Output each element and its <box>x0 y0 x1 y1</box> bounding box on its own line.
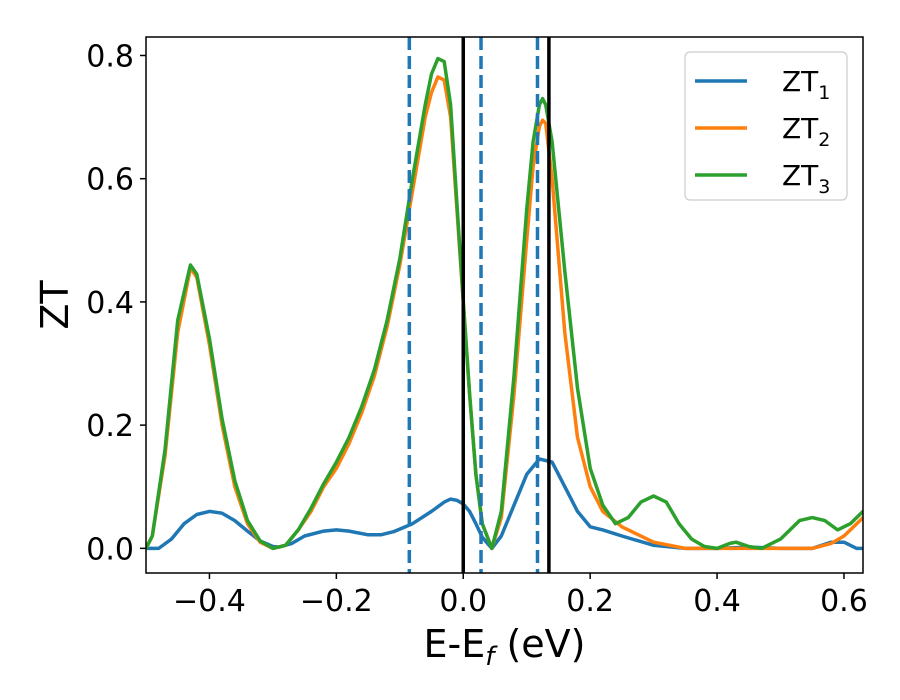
legend-label-2: ZT2 <box>782 112 830 151</box>
x-tick-label: −0.4 <box>173 584 246 619</box>
plot-frame <box>145 36 864 574</box>
legend-label-3: ZT3 <box>782 159 830 198</box>
tick-layer: −0.4 −0.2 0.0 0.2 0.4 0.6 0.0 0.2 0.4 0.6 0.8 <box>86 39 868 619</box>
legend-box <box>684 51 848 201</box>
x-tick-label: −0.2 <box>300 584 373 619</box>
y-tick-label: 0.2 <box>86 409 134 444</box>
x-tick-label: 0.2 <box>566 584 614 619</box>
y-tick-label: 0.4 <box>86 286 134 321</box>
y-tick-label: 0.8 <box>86 39 134 74</box>
x-tick-label: 0.6 <box>820 584 868 619</box>
y-axis-label: ZT <box>33 280 77 330</box>
legend-label-1: ZT1 <box>782 65 830 104</box>
x-axis-label: E-Ef (eV) <box>424 622 586 672</box>
y-tick-label: 0.6 <box>86 163 134 198</box>
x-tick-label: 0.4 <box>693 584 741 619</box>
series-layer <box>146 56 863 551</box>
legend: ZT1 ZT2 ZT3 <box>684 51 848 201</box>
x-tick-label: 0.0 <box>439 584 487 619</box>
series-line-3 <box>146 56 863 551</box>
vline-layer <box>407 37 551 573</box>
y-tick-label: 0.0 <box>86 532 134 567</box>
